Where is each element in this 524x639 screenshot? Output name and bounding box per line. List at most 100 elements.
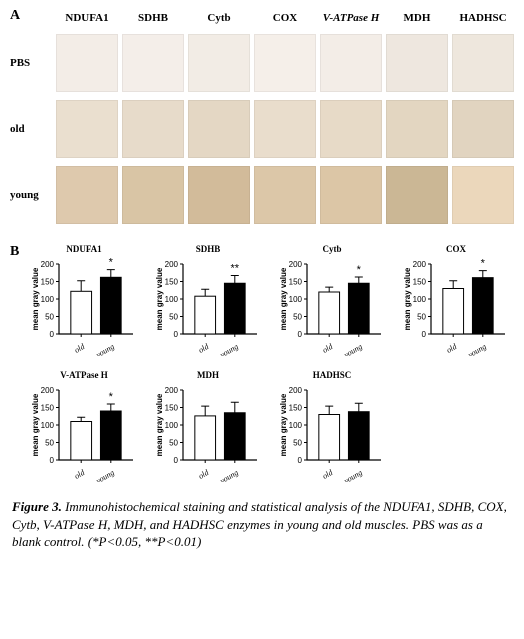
svg-text:150: 150 xyxy=(289,404,303,413)
chart-title: HADHSC xyxy=(313,370,352,380)
svg-text:50: 50 xyxy=(417,313,426,322)
panel-a-grid: NDUFA1SDHBCytbCOXV-ATPase HMDHHADHSCPBSo… xyxy=(10,8,514,224)
panel-a-label: A xyxy=(10,8,20,24)
chart-svg: 050100150200mean gray valueoldyoung* xyxy=(277,256,387,356)
svg-text:150: 150 xyxy=(165,278,179,287)
panel-a-col-header: V-ATPase H xyxy=(320,12,382,26)
svg-text:mean gray value: mean gray value xyxy=(31,393,40,456)
svg-text:mean gray value: mean gray value xyxy=(279,267,288,330)
panel-a-tile xyxy=(254,34,316,92)
svg-text:old: old xyxy=(445,341,459,354)
svg-text:200: 200 xyxy=(41,386,55,395)
svg-text:200: 200 xyxy=(165,386,179,395)
panel-a-tile xyxy=(320,100,382,158)
bar xyxy=(348,283,369,334)
svg-text:200: 200 xyxy=(413,260,427,269)
panel-a-tile xyxy=(122,34,184,92)
panel-b: B NDUFA1050100150200mean gray valueoldyo… xyxy=(10,244,514,482)
chart-svg: 050100150200mean gray valueoldyoung* xyxy=(29,382,139,482)
bar xyxy=(443,289,464,335)
panel-b-charts: NDUFA1050100150200mean gray valueoldyoun… xyxy=(26,244,514,482)
panel-a-tile xyxy=(254,100,316,158)
bar xyxy=(100,411,121,460)
svg-text:mean gray value: mean gray value xyxy=(403,267,412,330)
panel-a-row-header: PBS xyxy=(10,57,52,69)
panel-a-row-header: old xyxy=(10,123,52,135)
bar xyxy=(319,292,340,334)
panel-a-col-header: COX xyxy=(254,12,316,26)
chart-svg: 050100150200mean gray valueoldyoung** xyxy=(153,256,263,356)
svg-text:young: young xyxy=(341,342,363,356)
svg-text:mean gray value: mean gray value xyxy=(155,393,164,456)
svg-text:old: old xyxy=(197,341,211,354)
svg-text:50: 50 xyxy=(169,313,178,322)
panel-a-tile xyxy=(56,166,118,224)
svg-text:50: 50 xyxy=(293,439,302,448)
svg-text:**: ** xyxy=(231,263,240,275)
svg-text:old: old xyxy=(197,467,211,480)
svg-text:young: young xyxy=(465,342,487,356)
svg-text:0: 0 xyxy=(298,330,303,339)
svg-text:young: young xyxy=(93,342,115,356)
bar xyxy=(348,412,369,460)
panel-a-tile xyxy=(56,100,118,158)
panel-a-tile xyxy=(188,100,250,158)
bar xyxy=(224,413,245,460)
bar-chart: COX050100150200mean gray valueoldyoung* xyxy=(398,244,514,356)
svg-text:150: 150 xyxy=(165,404,179,413)
chart-title: V-ATPase H xyxy=(60,370,107,380)
svg-text:old: old xyxy=(321,341,335,354)
chart-title: MDH xyxy=(197,370,219,380)
bar-chart: V-ATPase H050100150200mean gray valueold… xyxy=(26,370,142,482)
svg-text:mean gray value: mean gray value xyxy=(155,267,164,330)
svg-text:200: 200 xyxy=(41,260,55,269)
panel-a-col-header: HADHSC xyxy=(452,12,514,26)
panel-a-tile xyxy=(188,34,250,92)
svg-text:*: * xyxy=(481,258,486,270)
svg-text:mean gray value: mean gray value xyxy=(279,393,288,456)
svg-text:mean gray value: mean gray value xyxy=(31,267,40,330)
svg-text:100: 100 xyxy=(41,421,55,430)
panel-a: A NDUFA1SDHBCytbCOXV-ATPase HMDHHADHSCPB… xyxy=(10,8,514,224)
bar-chart: NDUFA1050100150200mean gray valueoldyoun… xyxy=(26,244,142,356)
bar-chart: SDHB050100150200mean gray valueoldyoung*… xyxy=(150,244,266,356)
svg-text:150: 150 xyxy=(289,278,303,287)
bar xyxy=(71,291,92,334)
panel-a-tile xyxy=(56,34,118,92)
svg-text:200: 200 xyxy=(165,260,179,269)
panel-a-tile xyxy=(254,166,316,224)
panel-a-tile xyxy=(320,34,382,92)
svg-text:0: 0 xyxy=(298,456,303,465)
bar-chart: HADHSC050100150200mean gray valueoldyoun… xyxy=(274,370,390,482)
figure-caption: Figure 3. Immunohistochemical staining a… xyxy=(10,498,514,551)
chart-svg: 050100150200mean gray valueoldyoung xyxy=(153,382,263,482)
svg-text:0: 0 xyxy=(50,456,55,465)
svg-text:0: 0 xyxy=(50,330,55,339)
bar-chart: MDH050100150200mean gray valueoldyoung xyxy=(150,370,266,482)
svg-text:young: young xyxy=(217,468,239,482)
bar xyxy=(472,278,493,334)
chart-title: Cytb xyxy=(322,244,341,254)
svg-text:0: 0 xyxy=(174,456,179,465)
svg-text:old: old xyxy=(73,341,87,354)
svg-text:50: 50 xyxy=(45,439,54,448)
svg-text:*: * xyxy=(109,391,114,403)
bar xyxy=(195,296,216,334)
chart-svg: 050100150200mean gray valueoldyoung* xyxy=(401,256,511,356)
panel-a-col-header: SDHB xyxy=(122,12,184,26)
bar-chart: Cytb050100150200mean gray valueoldyoung* xyxy=(274,244,390,356)
svg-text:*: * xyxy=(357,264,362,276)
svg-text:old: old xyxy=(321,467,335,480)
panel-a-col-header: Cytb xyxy=(188,12,250,26)
panel-a-tile xyxy=(122,166,184,224)
figure-label: Figure 3. xyxy=(12,499,65,514)
svg-text:50: 50 xyxy=(293,313,302,322)
panel-a-tile xyxy=(452,100,514,158)
svg-text:0: 0 xyxy=(422,330,427,339)
svg-text:200: 200 xyxy=(289,386,303,395)
svg-text:young: young xyxy=(341,468,363,482)
bar xyxy=(100,277,121,334)
panel-a-tile xyxy=(386,100,448,158)
figure-caption-text: Immunohistochemical staining and statist… xyxy=(12,499,507,549)
svg-text:100: 100 xyxy=(165,421,179,430)
